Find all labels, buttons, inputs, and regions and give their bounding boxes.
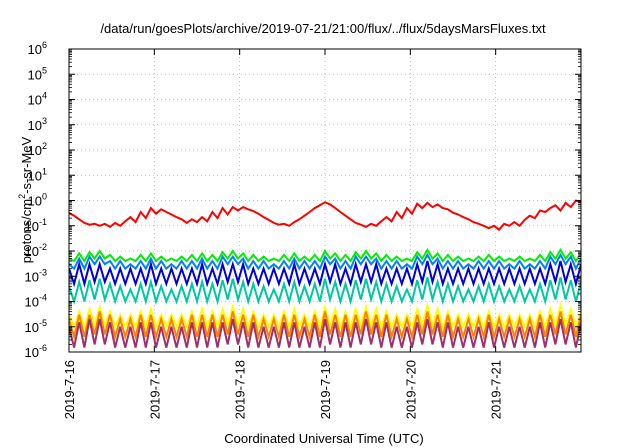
x-tick-label: 2019-7-18 bbox=[233, 360, 248, 419]
y-tick-base: 10 bbox=[28, 168, 42, 183]
y-tick-exp: -4 bbox=[39, 293, 47, 303]
y-tick-label: 10-2 bbox=[25, 242, 47, 259]
series-line bbox=[69, 199, 581, 232]
y-tick-label: 10-1 bbox=[25, 217, 47, 234]
y-tick-label: 10-4 bbox=[25, 293, 47, 310]
y-tick-exp: 0 bbox=[42, 192, 47, 202]
y-tick-label: 101 bbox=[28, 166, 47, 183]
y-tick-exp: 2 bbox=[42, 141, 47, 151]
y-tick-base: 10 bbox=[28, 194, 42, 209]
y-tick-exp: 4 bbox=[42, 91, 47, 101]
x-axis: 2019-7-16 2019-7-17 2019-7-18 2019-7-19 2019… bbox=[62, 49, 504, 419]
y-tick-exp: 5 bbox=[42, 65, 47, 75]
y-tick-base: 10 bbox=[28, 67, 42, 82]
y-tick-exp: -6 bbox=[39, 343, 47, 353]
x-tick-label: 2019-7-20 bbox=[403, 360, 418, 419]
y-tick-label: 105 bbox=[28, 65, 47, 82]
y-tick-label: 103 bbox=[28, 116, 47, 133]
y-tick-exp: -3 bbox=[39, 267, 47, 277]
series-line bbox=[69, 252, 581, 271]
y-tick-base: 10 bbox=[28, 143, 42, 158]
series-line bbox=[69, 260, 581, 288]
series-line bbox=[69, 311, 581, 341]
y-axis-label-post: -s-sr-MeV bbox=[19, 136, 34, 193]
series-line bbox=[69, 318, 581, 348]
y-axis: 10-610-510-410-310-210-11001011021031041… bbox=[25, 40, 581, 360]
series-line bbox=[69, 301, 581, 331]
x-axis-label: Coordinated Universal Time (UTC) bbox=[224, 431, 423, 446]
y-tick-base: 10 bbox=[25, 219, 39, 234]
y-tick-label: 10-6 bbox=[25, 343, 47, 360]
y-tick-base: 10 bbox=[25, 320, 39, 335]
y-tick-label: 10-3 bbox=[25, 267, 47, 284]
series-line bbox=[69, 277, 581, 306]
y-axis-label-pre: protons/cm bbox=[19, 199, 34, 263]
y-tick-base: 10 bbox=[25, 244, 39, 259]
y-tick-base: 10 bbox=[28, 42, 42, 57]
y-tick-exp: -2 bbox=[39, 242, 47, 252]
y-tick-exp: 6 bbox=[42, 40, 47, 50]
series-layer bbox=[69, 199, 581, 348]
y-tick-label: 102 bbox=[28, 141, 47, 158]
series-line bbox=[69, 248, 581, 263]
y-tick-label: 100 bbox=[28, 192, 47, 209]
y-axis-label-sup: 2 bbox=[17, 194, 27, 199]
y-tick-exp: 3 bbox=[42, 116, 47, 126]
y-tick-label: 104 bbox=[28, 91, 47, 108]
y-tick-label: 106 bbox=[28, 40, 47, 57]
x-tick-label: 2019-7-17 bbox=[147, 360, 162, 419]
y-tick-base: 10 bbox=[28, 118, 42, 133]
y-tick-exp: -5 bbox=[39, 318, 47, 328]
x-tick-label: 2019-7-19 bbox=[318, 360, 333, 419]
y-axis-label: protons/cm2-s-sr-MeV bbox=[17, 136, 34, 263]
chart-title: /data/run/goesPlots/archive/2019-07-21/2… bbox=[100, 21, 546, 36]
y-tick-exp: 1 bbox=[42, 166, 47, 176]
x-tick-label: 2019-7-16 bbox=[62, 360, 77, 419]
y-tick-base: 10 bbox=[28, 93, 42, 108]
y-tick-exp: -1 bbox=[39, 217, 47, 227]
y-tick-base: 10 bbox=[25, 295, 39, 310]
y-tick-base: 10 bbox=[25, 269, 39, 284]
y-tick-label: 10-5 bbox=[25, 318, 47, 335]
y-tick-base: 10 bbox=[25, 345, 39, 360]
x-tick-label: 2019-7-21 bbox=[489, 360, 504, 419]
